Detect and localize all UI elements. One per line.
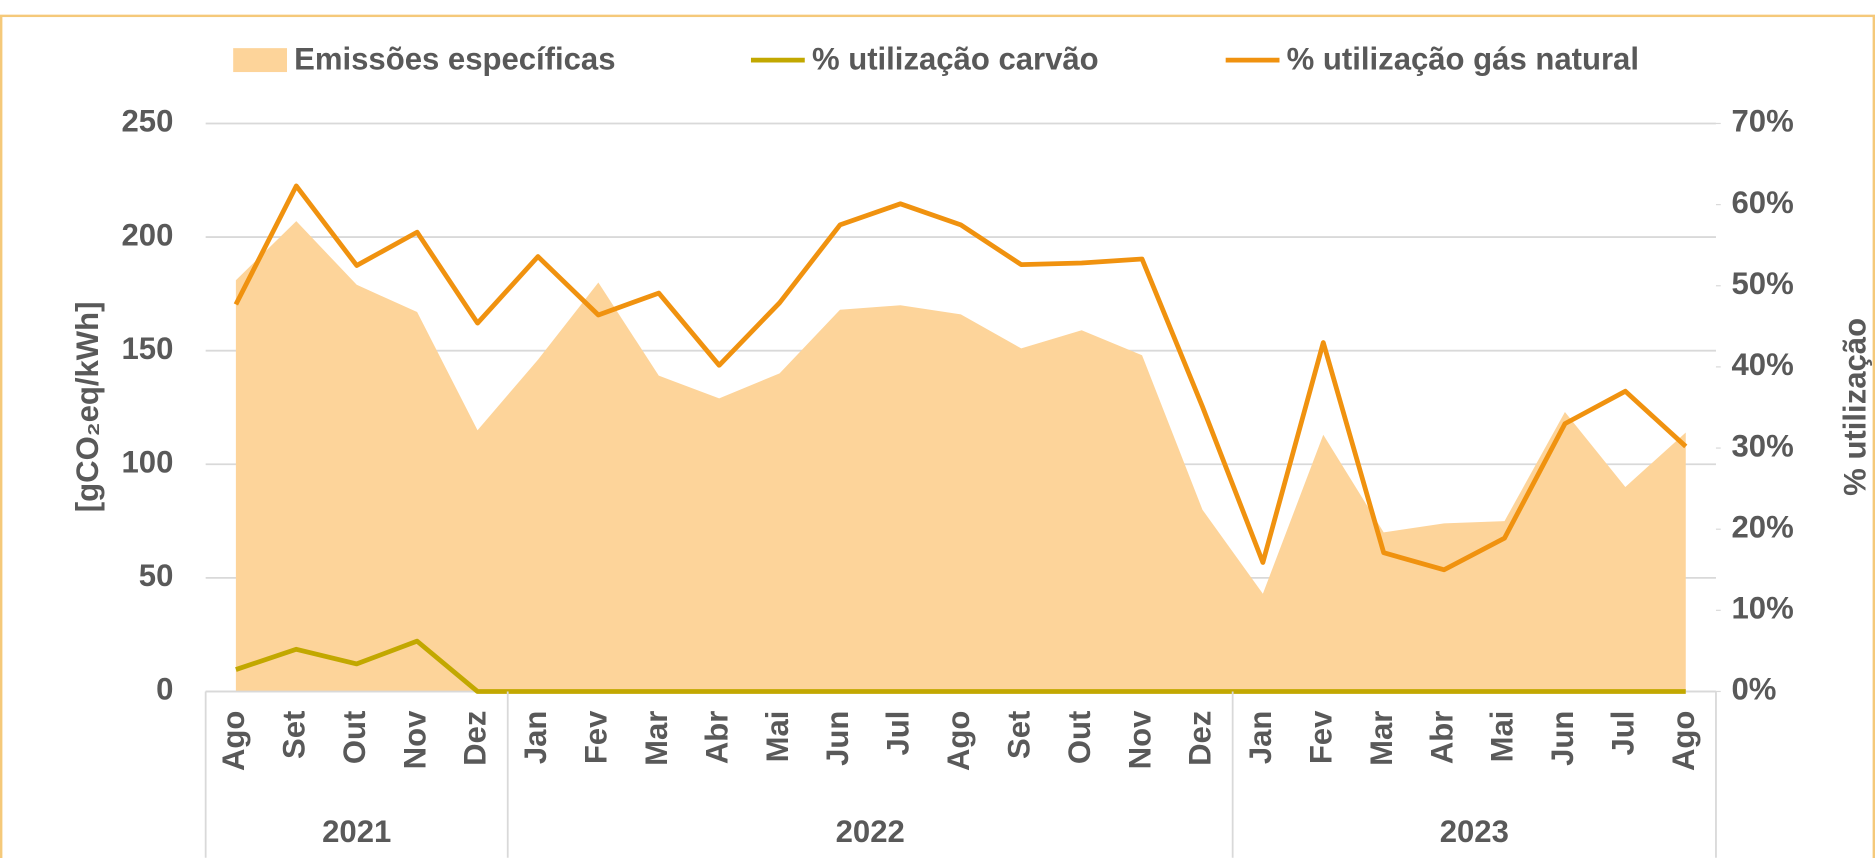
legend-label: Emissões específicas [294, 42, 615, 77]
x-tick-label: Mai [760, 711, 795, 763]
area [235, 221, 1686, 692]
x-tick-label: Jan [1243, 711, 1278, 765]
x-tick-label: Set [277, 711, 312, 759]
x-tick-label: Ago [216, 711, 251, 771]
y2-tick-label: 0% [1732, 672, 1777, 707]
y-tick-label: 150 [122, 331, 174, 366]
x-tick-label: Mar [639, 711, 674, 766]
legend-label: % utilização gás natural [1287, 42, 1639, 77]
x-tick-label: Jan [518, 711, 553, 765]
y-tick-label: 0 [156, 672, 173, 707]
x-tick-label: Abr [699, 711, 734, 765]
x-tick-label: Nov [1122, 710, 1157, 769]
x-tick-label: Dez [1183, 711, 1218, 766]
x-tick-label: Mar [1364, 711, 1399, 766]
y2-tick-label: 10% [1732, 591, 1794, 626]
y-axis-title: [gCO₂eq/kWh] [70, 302, 105, 513]
x-tick-label: Out [1062, 711, 1097, 765]
y2-tick-label: 20% [1732, 509, 1794, 544]
y2-tick-label: 60% [1732, 185, 1794, 220]
x-tick-label: Fev [579, 710, 614, 764]
x-tick-label: Out [337, 711, 372, 765]
x-tick-label: Set [1001, 711, 1036, 759]
y2-tick-label: 70% [1732, 104, 1794, 139]
y2-tick-label: 30% [1732, 428, 1794, 463]
group-label: 2023 [1440, 814, 1509, 849]
y2-tick-label: 50% [1732, 266, 1794, 301]
y-tick-label: 200 [122, 217, 174, 252]
x-tick-label: Ago [941, 711, 976, 771]
x-tick-label: Jun [820, 711, 855, 766]
y-tick-label: 250 [122, 104, 174, 139]
chart-border [0, 14, 1875, 863]
x-tick-label: Nov [397, 710, 432, 769]
x-tick-label: Abr [1424, 711, 1459, 765]
line [235, 638, 1686, 694]
group-label: 2022 [836, 814, 905, 849]
y2-tick-label: 40% [1732, 347, 1794, 382]
legend-label: % utilização carvão [812, 42, 1099, 77]
legend-swatch [233, 48, 287, 73]
y-tick-label: 100 [122, 444, 174, 479]
x-tick-label: Dez [458, 711, 493, 766]
line [233, 183, 1688, 573]
y-tick-label: 50 [139, 558, 174, 593]
x-tick-label: Fev [1304, 710, 1339, 764]
y2-axis-title: % utilização [1837, 318, 1872, 496]
x-tick-label: Jul [881, 711, 916, 756]
x-tick-label: Jul [1606, 711, 1641, 756]
x-tick-label: Mai [1485, 711, 1520, 763]
x-tick-label: Ago [1666, 711, 1701, 771]
group-label: 2021 [322, 814, 391, 849]
x-tick-label: Jun [1545, 711, 1580, 766]
